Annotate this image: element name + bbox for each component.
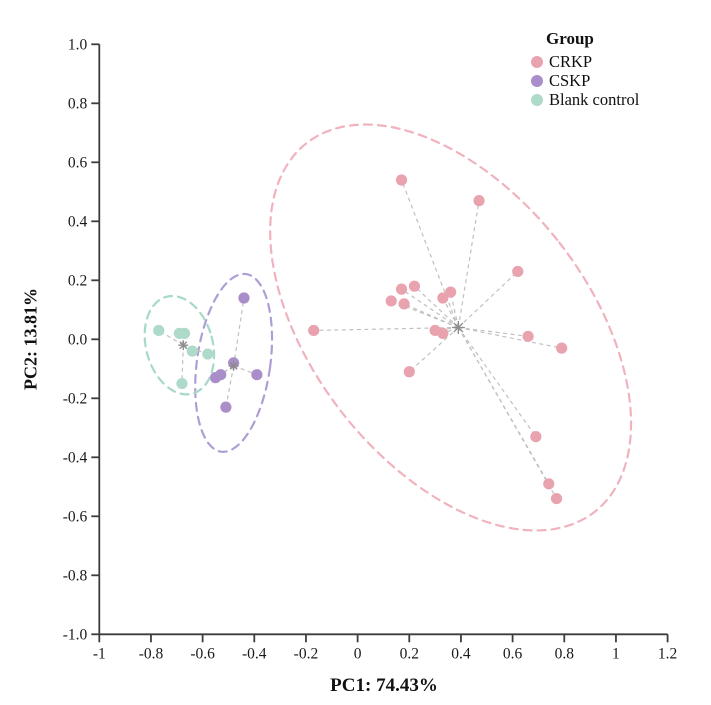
spider-line (233, 297, 245, 366)
spider-line (400, 179, 459, 328)
spider-line (457, 271, 519, 328)
crkp-point (308, 324, 320, 337)
axis-lines (98, 44, 668, 636)
centroid-asterisk-icon (453, 322, 464, 333)
crkp-point (550, 493, 563, 505)
x-tick-label: -0.4 (242, 645, 267, 662)
crkp-point (398, 298, 410, 310)
crkp-point (512, 265, 524, 278)
cskp-dot-icon (531, 75, 543, 87)
legend-title: Group (546, 29, 594, 48)
centroid-asterisk-icon (229, 361, 238, 370)
x-tick-label: -0.6 (190, 645, 215, 662)
blank-control-dot-icon (531, 94, 543, 106)
y-tick-label: 0.8 (68, 95, 88, 112)
spider-line (225, 365, 235, 408)
spider-line (457, 327, 537, 437)
crkp-point (522, 330, 534, 342)
x-axis-title: PC1: 74.43% (330, 675, 438, 696)
crkp-point (395, 174, 408, 186)
y-tick-label: 0.6 (68, 154, 88, 171)
crkp-point (437, 292, 449, 304)
spider-line (401, 288, 459, 328)
y-tick-label: 0.0 (68, 331, 88, 348)
crkp-point (408, 280, 421, 292)
crkp-point (437, 327, 449, 339)
x-tick-label: -0.2 (294, 645, 319, 662)
blank-control-point (202, 348, 214, 360)
y-tick-label: 0.4 (68, 213, 88, 230)
crkp-point (543, 478, 555, 490)
x-tick-label: -1 (93, 645, 106, 662)
spider-line (457, 200, 480, 328)
spider-line (458, 326, 529, 337)
cskp-point (238, 292, 250, 304)
crkp-point (403, 366, 415, 378)
spider-line (442, 297, 459, 328)
legend-item-cskp: CSKP (531, 71, 639, 90)
x-tick-label: 0.8 (555, 645, 575, 662)
legend-item-crkp: CRKP (531, 52, 639, 71)
cskp-point (251, 369, 263, 381)
crkp-ellipse (269, 123, 633, 532)
spider-line (457, 327, 558, 499)
crkp-point (395, 283, 408, 295)
x-tick-label: 0.2 (400, 645, 419, 662)
blank-control-ellipse (143, 294, 216, 396)
x-tick-label: 1.2 (658, 645, 677, 662)
legend-label-crkp: CRKP (549, 52, 593, 71)
y-tick-label: -0.6 (63, 508, 88, 525)
spider-line (403, 303, 459, 329)
y-tick-label: -0.8 (63, 567, 88, 584)
legend-item-blank-control: Blank control (531, 90, 640, 109)
crkp-point (556, 342, 568, 354)
spider-line (414, 285, 459, 328)
crkp-point (445, 286, 457, 298)
blank-control-point (178, 327, 191, 339)
spider-line (408, 327, 459, 373)
x-tick-label: 0 (354, 645, 362, 662)
y-tick-label: -1.0 (63, 626, 88, 643)
cskp-ellipse (194, 272, 274, 453)
legend-label-cskp: CSKP (549, 71, 591, 90)
crkp-dot-icon (531, 56, 543, 68)
blank-control-point (186, 345, 198, 357)
spider-line (181, 345, 184, 384)
x-tick-label: 0.6 (503, 645, 523, 662)
y-tick-label: -0.4 (63, 449, 88, 466)
cskp-point (209, 372, 222, 384)
x-tick-label: 0.4 (451, 645, 471, 662)
cskp-point (220, 401, 232, 413)
crkp-point (530, 431, 542, 443)
y-tick-label: 0.2 (68, 272, 87, 289)
crkp-point (385, 295, 397, 307)
blank-control-point (176, 377, 188, 390)
y-tick-label: 1.0 (68, 36, 88, 53)
legend-label-blank-control: Blank control (549, 90, 640, 109)
spider-line (458, 326, 562, 349)
y-axis-title: PC2: 13.81% (20, 288, 41, 390)
blank-control-point (153, 324, 165, 337)
x-tick-label: -0.8 (139, 645, 164, 662)
spider-line (450, 291, 459, 328)
legend: Group CRKP CSKP Blank control (531, 29, 640, 109)
x-tick-label: 1 (612, 645, 620, 662)
y-tick-label: -0.2 (63, 390, 88, 407)
spider-line (442, 326, 459, 334)
crkp-point (473, 195, 485, 207)
centroid-asterisk-icon (179, 341, 188, 350)
